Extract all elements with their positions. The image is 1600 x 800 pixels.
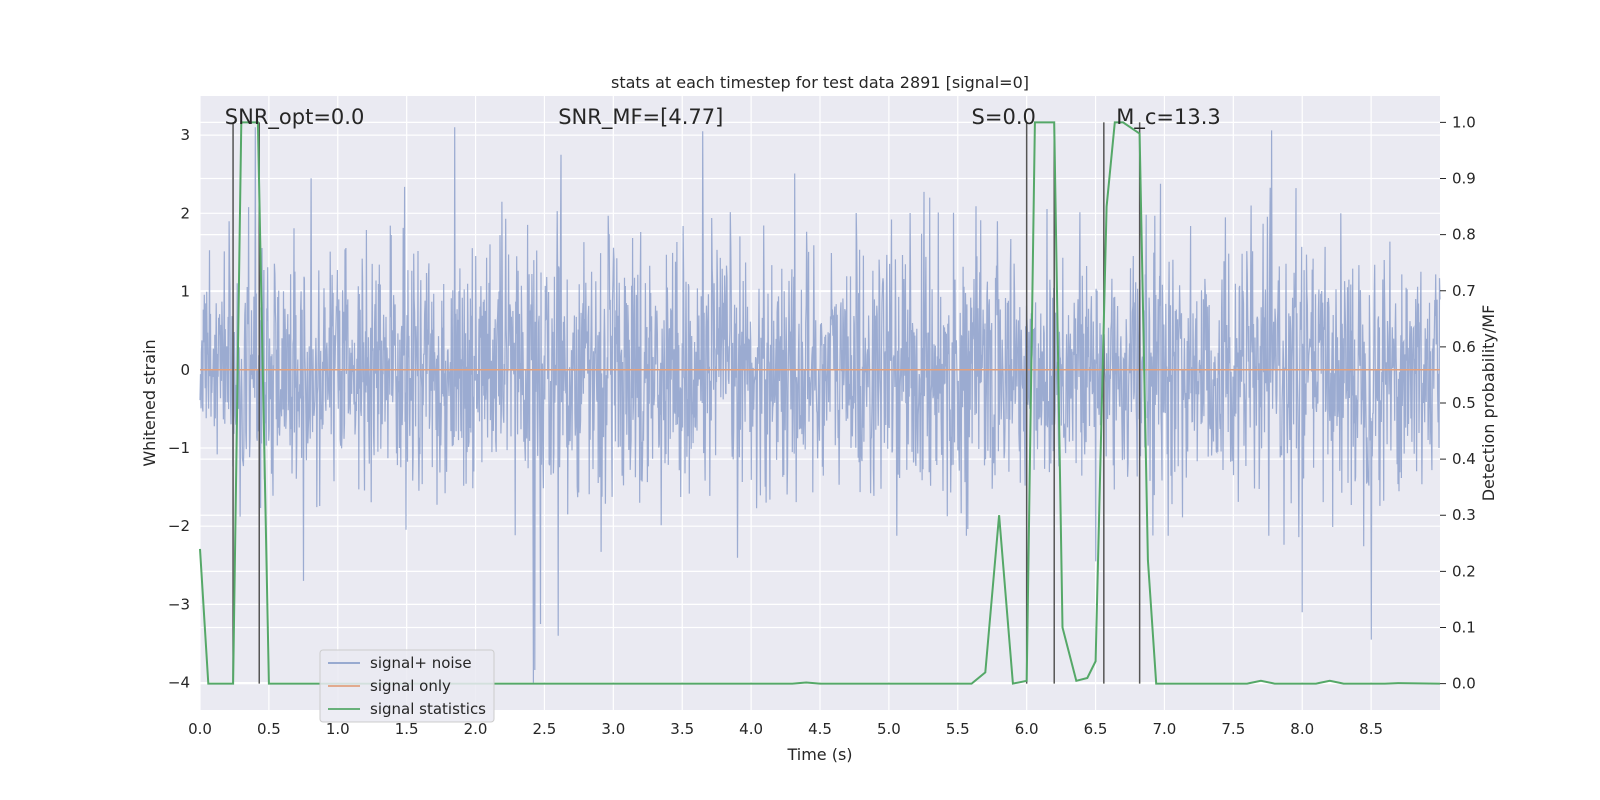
legend: signal+ noise signal only signal statist…	[319, 649, 495, 723]
y2-tick-label: 0.1	[1452, 618, 1476, 636]
y2-tick-label: 0.9	[1452, 170, 1476, 188]
y2-tick-label: 0.2	[1452, 562, 1476, 580]
y2-tick-label: 0.6	[1452, 338, 1476, 356]
x-tick-label: 3.0	[601, 720, 625, 738]
x-axis-label: Time (s)	[786, 745, 852, 764]
x-tick-label: 7.5	[1221, 720, 1245, 738]
legend-label-signal-statistics: signal statistics	[370, 700, 486, 718]
annotation-label: SNR_MF=[4.77]	[558, 105, 723, 130]
annotation-label: SNR_opt=0.0	[225, 105, 365, 130]
y2-tick-label: 0.4	[1452, 450, 1476, 468]
y-tick-label: 3	[180, 126, 190, 144]
x-tick-label: 5.0	[877, 720, 901, 738]
y-tick-label: −4	[168, 674, 190, 692]
y-tick-label: 1	[180, 283, 190, 301]
y-tick-label: −3	[168, 595, 190, 613]
y2-tick-label: 0.5	[1452, 394, 1476, 412]
chart-title: stats at each timestep for test data 289…	[611, 73, 1029, 92]
signal-statistics-line	[199, 121, 1441, 685]
x-tick-label: 1.5	[395, 720, 419, 738]
annotation-label: M_c=13.3	[1116, 105, 1221, 130]
y-tick-label: 0	[180, 361, 190, 379]
signal-statistics-series	[199, 121, 1441, 685]
x-tick-label: 6.5	[1084, 720, 1108, 738]
tick-labels: 0.0 0.5 1.0 1.5 2.0 2.5 3.0 3.5 4.0 4.5 5.0 5.5 6.0 6…	[168, 113, 1476, 738]
x-tick-label: 4.5	[808, 720, 832, 738]
y2-tick-label: 0.8	[1452, 226, 1476, 244]
signal-noise-line	[199, 127, 1441, 683]
legend-box	[319, 649, 495, 723]
x-tick-label: 1.0	[326, 720, 350, 738]
x-tick-label: 7.0	[1153, 720, 1177, 738]
y-tick-label: −1	[168, 439, 190, 457]
x-tick-label: 0.0	[188, 720, 212, 738]
vertical-markers	[232, 122, 1141, 684]
x-tick-label: 4.0	[739, 720, 763, 738]
y2-tick-label: 0.0	[1452, 675, 1476, 693]
annotation-label: S=0.0	[972, 105, 1036, 129]
x-tick-label: 8.0	[1290, 720, 1314, 738]
signal-noise-series	[199, 127, 1441, 683]
legend-label-signal-only: signal only	[370, 677, 451, 695]
y2-axis-label: Detection probability/MF	[1479, 305, 1498, 502]
x-tick-label: 6.0	[1015, 720, 1039, 738]
y-axis-label: Whitened strain	[140, 339, 159, 466]
x-tick-label: 3.5	[670, 720, 694, 738]
x-tick-label: 8.5	[1359, 720, 1383, 738]
x-tick-label: 2.0	[464, 720, 488, 738]
y2-tick-label: 0.3	[1452, 506, 1476, 524]
y2-tick-label: 1.0	[1452, 113, 1476, 131]
x-tick-label: 5.5	[946, 720, 970, 738]
y2-tick-label: 0.7	[1452, 282, 1476, 300]
x-tick-label: 0.5	[257, 720, 281, 738]
y-tick-label: 2	[180, 204, 190, 222]
y-tick-label: −2	[168, 517, 190, 535]
legend-label-signal-noise: signal+ noise	[370, 654, 472, 672]
annotations: SNR_opt=0.0 SNR_MF=[4.77] S=0.0 M_c=13.3	[225, 105, 1221, 130]
x-tick-label: 2.5	[533, 720, 557, 738]
